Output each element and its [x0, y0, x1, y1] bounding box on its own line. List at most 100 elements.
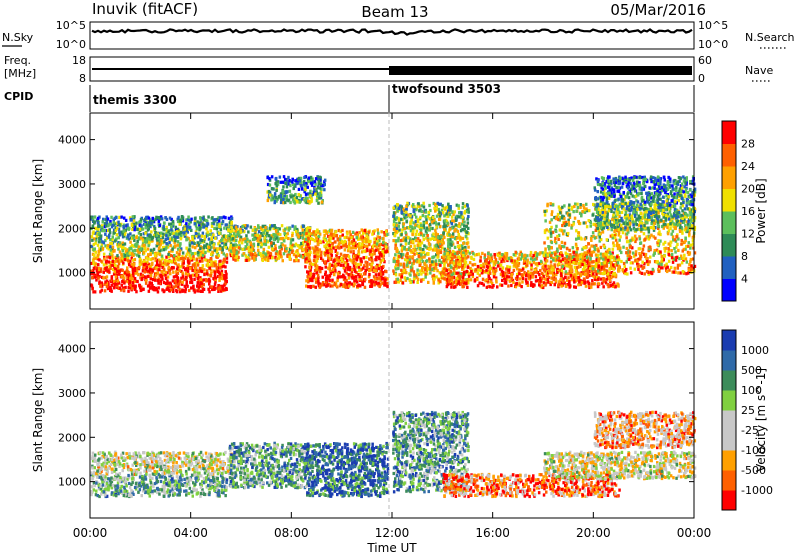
scatter-cell	[291, 198, 295, 202]
scatter-cell	[192, 254, 195, 258]
scatter-cell	[295, 182, 298, 186]
scatter-cell	[297, 198, 301, 202]
scatter-cell	[371, 258, 374, 262]
scatter-cell	[431, 248, 435, 252]
scatter-cell	[376, 228, 379, 232]
scatter-cell	[181, 275, 185, 279]
scatter-cell	[567, 261, 570, 265]
scatter-cell	[463, 261, 466, 265]
scatter-cell	[241, 247, 245, 251]
scatter-cell	[417, 255, 421, 259]
scatter-cell	[466, 221, 470, 225]
scatter-cell	[178, 252, 181, 256]
scatter-cell	[375, 269, 378, 273]
scatter-cell	[189, 239, 192, 243]
scatter-cell	[379, 260, 383, 264]
scatter-cell	[327, 252, 330, 256]
scatter-cell	[155, 266, 158, 270]
scatter-cell	[514, 264, 518, 268]
scatter-cell	[360, 228, 363, 232]
scatter-cell	[221, 261, 225, 265]
scatter-cell	[370, 284, 373, 288]
scatter-cell	[307, 285, 310, 289]
scatter-cell	[184, 224, 187, 228]
scatter-cell	[476, 253, 479, 257]
scatter-cell	[609, 284, 613, 288]
scatter-cell	[327, 256, 330, 260]
scatter-cell	[188, 218, 191, 222]
scatter-cell	[148, 283, 151, 287]
scatter-cell	[397, 236, 400, 240]
scatter-cell	[144, 279, 148, 283]
scatter-cell	[469, 266, 472, 271]
scatter-cell	[130, 256, 133, 260]
scatter-cell	[183, 284, 187, 288]
scatter-cell	[263, 257, 266, 261]
scatter-cell	[298, 246, 301, 250]
scatter-cell	[307, 192, 310, 196]
scatter-cell	[189, 266, 192, 270]
scatter-cell	[289, 195, 293, 199]
scatter-cell	[457, 206, 460, 210]
scatter-cell	[371, 261, 374, 265]
scatter-cell	[394, 267, 398, 271]
scatter-cell	[378, 236, 382, 240]
scatter-cell	[443, 207, 447, 211]
scatter-cell	[297, 235, 300, 239]
scatter-cell	[269, 251, 272, 255]
scatter-cell	[206, 262, 210, 266]
scatter-cell	[156, 263, 159, 267]
scatter-cell	[392, 227, 396, 231]
scatter-cell	[610, 271, 614, 275]
scatter-cell	[266, 229, 269, 233]
scatter-cell	[317, 235, 321, 239]
scatter-cell	[455, 276, 458, 281]
scatter-cell	[456, 244, 460, 249]
scatter-cell	[134, 279, 137, 283]
scatter-cell	[230, 216, 234, 221]
scatter-cell	[614, 274, 617, 278]
scatter-cell	[111, 253, 114, 258]
scatter-cell	[285, 196, 288, 201]
scatter-cell	[525, 279, 528, 283]
scatter-cell	[437, 250, 441, 254]
scatter-cell	[582, 277, 586, 281]
scatter-cell	[412, 221, 415, 225]
scatter-cell	[434, 237, 438, 241]
scatter-cell	[394, 253, 397, 257]
scatter-cell	[420, 272, 423, 276]
scatter-cell	[266, 258, 270, 262]
scatter-cell	[324, 270, 327, 274]
scatter-cell	[157, 216, 161, 220]
scatter-cell	[386, 232, 389, 236]
scatter-cell	[344, 281, 347, 285]
scatter-cell	[595, 262, 598, 266]
scatter-cell	[399, 204, 402, 208]
scatter-cell	[412, 259, 416, 263]
scatter-cell	[338, 275, 342, 279]
scatter-cell	[236, 258, 240, 262]
scatter-cell	[361, 281, 364, 285]
scatter-cell	[258, 236, 261, 240]
scatter-cell	[315, 270, 318, 274]
scatter-cell	[418, 260, 421, 264]
scatter-cell	[328, 282, 331, 286]
scatter-cell	[591, 269, 594, 273]
scatter-cell	[263, 239, 266, 243]
scatter-cell	[319, 184, 323, 188]
scatter-cell	[311, 177, 314, 181]
scatter-cell	[179, 247, 183, 251]
scatter-cell	[121, 241, 124, 245]
scatter-cell	[539, 262, 542, 266]
scatter-cell	[156, 251, 160, 256]
scatter-cell	[512, 253, 516, 257]
scatter-cell	[435, 266, 438, 271]
scatter-cell	[459, 282, 463, 286]
scatter-cell	[418, 204, 421, 208]
scatter-cell	[358, 242, 361, 246]
scatter-cell	[360, 236, 363, 240]
scatter-cell	[298, 200, 301, 204]
scatter-cell	[229, 249, 233, 253]
scatter-cell	[318, 175, 322, 179]
scatter-cell	[332, 234, 336, 238]
